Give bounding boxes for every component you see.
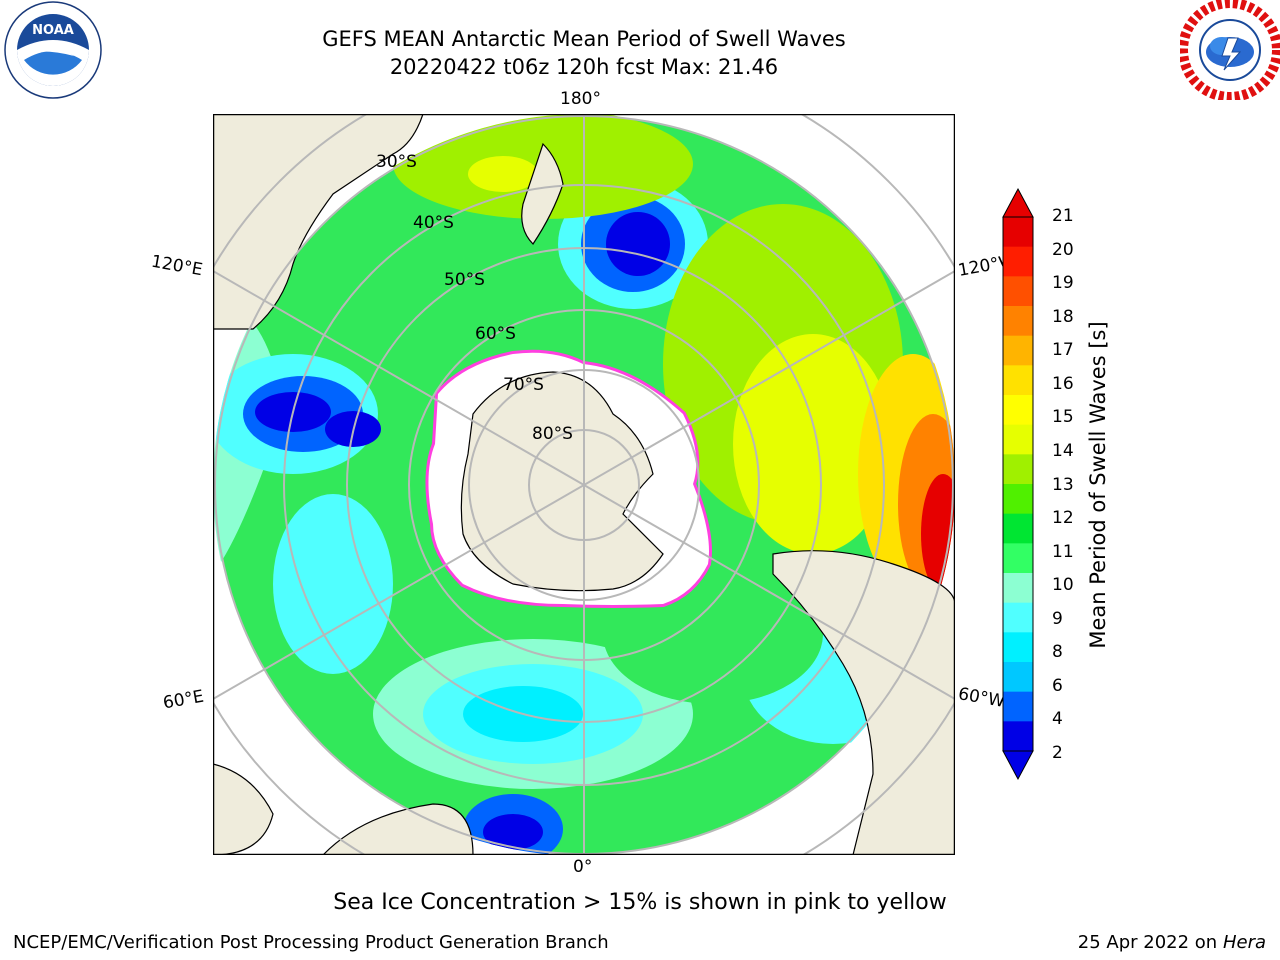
colorbar-tick: 6 [1052, 675, 1063, 696]
madagascar [213, 763, 274, 855]
footer-host: Hera [1222, 932, 1266, 953]
colorbar-segment [1003, 573, 1033, 604]
colorbar-segment [1003, 543, 1033, 574]
colorbar-tick: 15 [1052, 407, 1074, 428]
noaa-logo: NOAA [2, 0, 104, 100]
colorbar-tick: 20 [1052, 239, 1074, 260]
australia [213, 114, 424, 330]
colorbar-tick: 8 [1052, 642, 1063, 663]
footer-date: 25 Apr 2022 on Hera [1078, 932, 1266, 953]
colorbar-segment [1003, 424, 1033, 455]
noaa-logo-text: NOAA [32, 23, 74, 38]
colorbar-segment [1003, 632, 1033, 663]
colorbar-tick: 11 [1052, 541, 1074, 562]
lon-label-60e: 60°E [161, 686, 206, 714]
colorbar-segment [1003, 454, 1033, 485]
lat-label-80s: 80°S [532, 424, 573, 444]
colorbar-segment [1003, 662, 1033, 693]
lon-label-120e: 120°E [149, 251, 205, 281]
colorbar-segment [1003, 513, 1033, 544]
colorbar-tick: 17 [1052, 340, 1074, 361]
colorbar-segment [1003, 246, 1033, 277]
lat-label-70s: 70°S [503, 375, 544, 395]
new-zealand [521, 142, 564, 245]
colorbar-tick: 13 [1052, 474, 1074, 495]
colorbar-segment [1003, 217, 1033, 248]
colorbar-tick: 19 [1052, 273, 1074, 294]
colorbar-segment [1003, 365, 1033, 396]
nws-logo [1178, 0, 1280, 102]
colorbar-segment [1003, 306, 1033, 337]
footer-date-text: 25 Apr 2022 on [1077, 932, 1223, 953]
lat-label-50s: 50°S [444, 270, 485, 290]
lon-label-60w: 60°W [956, 684, 1007, 712]
colorbar-tick: 10 [1052, 575, 1074, 596]
lon-label-0: 0° [573, 857, 593, 877]
colorbar-tick: 2 [1052, 743, 1063, 763]
colorbar [1002, 186, 1034, 782]
colorbar-segment [1003, 484, 1033, 515]
colorbar-tick: 21 [1052, 206, 1074, 226]
colorbar-tick: 16 [1052, 373, 1074, 394]
footer-org: NCEP/EMC/Verification Post Processing Pr… [13, 932, 609, 953]
lat-label-60s: 60°S [475, 324, 516, 344]
colorbar-segment [1003, 691, 1033, 722]
colorbar-tick: 4 [1052, 709, 1063, 730]
africa [322, 803, 474, 855]
sea-ice-note: Sea Ice Concentration > 15% is shown in … [333, 890, 947, 915]
polar-map [212, 113, 956, 856]
chart-subtitle: 20220422 t06z 120h fcst Max: 21.46 [389, 55, 779, 79]
lat-label-40s: 40°S [413, 213, 454, 233]
colorbar-segment [1003, 395, 1033, 426]
lat-label-30s: 30°S [376, 152, 417, 172]
colorbar-tick: 18 [1052, 306, 1074, 327]
lon-label-180: 180° [560, 89, 601, 109]
colorbar-label: Mean Period of Swell Waves [s] [1086, 321, 1110, 649]
chart-title: GEFS MEAN Antarctic Mean Period of Swell… [322, 27, 846, 51]
colorbar-segment [1003, 721, 1033, 752]
colorbar-segment [1003, 335, 1033, 366]
colorbar-segment [1003, 276, 1033, 307]
colorbar-tick: 12 [1052, 508, 1074, 529]
colorbar-tick: 14 [1052, 440, 1074, 461]
colorbar-tick: 9 [1052, 608, 1063, 629]
colorbar-segment [1003, 602, 1033, 633]
